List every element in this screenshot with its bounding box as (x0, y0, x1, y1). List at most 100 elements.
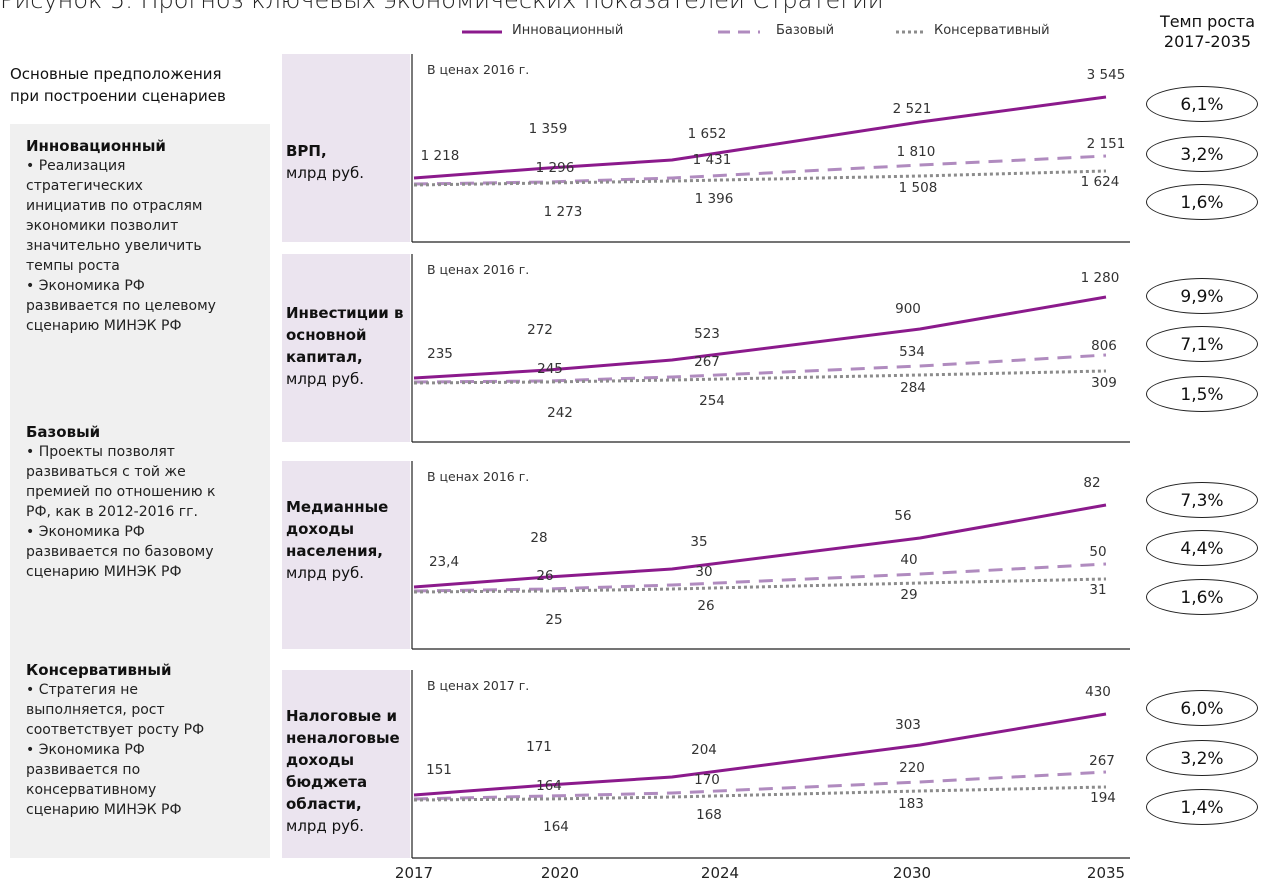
series-line-base (413, 154, 1107, 186)
growth-oval: 1,5% (1146, 376, 1258, 412)
price-basis-note: В ценах 2016 г. (427, 62, 529, 77)
growth-oval: 6,0% (1146, 690, 1258, 726)
data-label: 806 (1091, 338, 1117, 354)
data-label: 26 (697, 598, 714, 614)
data-label: 3 545 (1087, 67, 1126, 83)
data-label: 168 (696, 807, 722, 823)
scenario-line: • Экономика РФ (26, 524, 145, 540)
scenario-line: сценарию МИНЭК РФ (26, 802, 182, 818)
panel-label-grp: ВРП, млрд руб. (286, 140, 410, 184)
x-tick-label: 2017 (395, 864, 433, 881)
scenario-line: выполняется, рост (26, 702, 165, 718)
panel-unit: млрд руб. (286, 817, 364, 835)
series-line-conservative (413, 785, 1107, 802)
data-label: 267 (694, 354, 720, 370)
data-label: 272 (527, 322, 553, 338)
panel-label-investment: Инвестиции в основной капитал, млрд руб. (286, 302, 410, 390)
series-line-innovative (413, 503, 1107, 589)
data-label: 523 (694, 326, 720, 342)
scenario-line: экономики позволит (26, 218, 179, 234)
scenario-innovative: Инновационный • Реализация стратегически… (26, 136, 266, 336)
panel-label-bg-grp (282, 54, 410, 242)
scenario-line: темпы роста (26, 258, 120, 274)
scenario-line: стратегических (26, 178, 143, 194)
growth-oval: 3,2% (1146, 136, 1258, 172)
scenario-line: развивается по базовому (26, 544, 214, 560)
scenario-line: • Экономика РФ (26, 742, 145, 758)
data-label: 30 (695, 564, 712, 580)
growth-oval: 1,6% (1146, 579, 1258, 615)
scenario-line: инициатив по отраслям (26, 198, 203, 214)
data-label: 1 296 (536, 160, 575, 176)
assumptions-header-line2: при построении сценариев (10, 87, 226, 105)
panel-title: Медианные доходы населения, (286, 498, 389, 560)
growth-oval: 1,6% (1146, 184, 1258, 220)
legend-label-innovative: Инновационный (512, 23, 624, 38)
scenario-line: сценарию МИНЭК РФ (26, 318, 182, 334)
panel-title: Инвестиции в основной капитал, (286, 304, 404, 366)
data-label: 183 (898, 796, 924, 812)
scenario-line: премией по отношению к (26, 484, 216, 500)
data-label: 1 508 (899, 180, 938, 196)
data-label: 1 652 (688, 126, 727, 142)
data-label: 1 624 (1081, 174, 1120, 190)
data-label: 171 (526, 739, 552, 755)
data-label: 1 218 (421, 148, 460, 164)
data-label: 151 (426, 762, 452, 778)
panel-label-bg-income (282, 461, 410, 649)
series-line-conservative (413, 369, 1107, 385)
scenario-title: Консервативный (26, 661, 172, 679)
data-label: 267 (1089, 753, 1115, 769)
scenario-line: развивается по (26, 762, 141, 778)
scenario-conservative: Консервативный • Стратегия не выполняетс… (26, 660, 266, 820)
data-label: 29 (900, 587, 917, 603)
data-label: 204 (691, 742, 717, 758)
data-label: 254 (699, 393, 725, 409)
scenario-line: развивается по целевому (26, 298, 216, 314)
data-label: 430 (1085, 684, 1111, 700)
scenario-line: РФ, как в 2012-2016 гг. (26, 504, 198, 520)
data-label: 1 280 (1081, 270, 1120, 286)
growth-oval: 4,4% (1146, 530, 1258, 566)
series-line-conservative (413, 577, 1107, 594)
data-label: 23,4 (429, 554, 459, 570)
growth-header-line1: Темп роста (1159, 12, 1256, 31)
scenario-line: значительно увеличить (26, 238, 202, 254)
series-line-base (413, 770, 1107, 801)
data-label: 25 (545, 612, 562, 628)
data-label: 31 (1089, 582, 1106, 598)
growth-oval: 7,1% (1146, 326, 1258, 362)
series-line-innovative (413, 712, 1107, 797)
panel-title: Налоговые и неналоговые доходы бюджета о… (286, 707, 400, 813)
data-label: 2 151 (1087, 136, 1126, 152)
growth-oval: 9,9% (1146, 278, 1258, 314)
scenario-line: • Проекты позволят (26, 444, 175, 460)
data-label: 170 (694, 772, 720, 788)
data-label: 164 (536, 778, 562, 794)
assumptions-header-line1: Основные предположения (10, 65, 222, 83)
panel-label-budget: Налоговые и неналоговые доходы бюджета о… (286, 705, 410, 837)
data-label: 900 (895, 301, 921, 317)
growth-oval: 7,3% (1146, 482, 1258, 518)
scenario-line: • Реализация (26, 158, 126, 174)
data-label: 1 273 (544, 204, 583, 220)
scenario-line: сценарию МИНЭК РФ (26, 564, 182, 580)
data-label: 2 521 (893, 101, 932, 117)
data-label: 164 (543, 819, 569, 835)
scenario-line: • Стратегия не (26, 682, 138, 698)
scenario-line: развиваться с той же (26, 464, 186, 480)
assumptions-panel: Инновационный • Реализация стратегически… (10, 124, 270, 858)
data-label: 220 (899, 760, 925, 776)
panel-label-bg-budget (282, 670, 410, 858)
x-tick-label: 2030 (893, 864, 931, 881)
growth-header-line2: 2017-2035 (1163, 32, 1252, 51)
data-label: 1 396 (695, 191, 734, 207)
panel-label-bg-investment (282, 254, 410, 442)
data-label: 82 (1083, 475, 1100, 491)
scenario-line: консервативному (26, 782, 157, 798)
panel-unit: млрд руб. (286, 564, 364, 582)
figure-title: Рисунок 5. Прогноз ключевых экономически… (0, 0, 884, 14)
growth-rate-header: Темп роста 2017-2035 (1150, 12, 1265, 52)
legend-label-conservative: Консервативный (934, 23, 1050, 38)
data-label: 284 (900, 380, 926, 396)
